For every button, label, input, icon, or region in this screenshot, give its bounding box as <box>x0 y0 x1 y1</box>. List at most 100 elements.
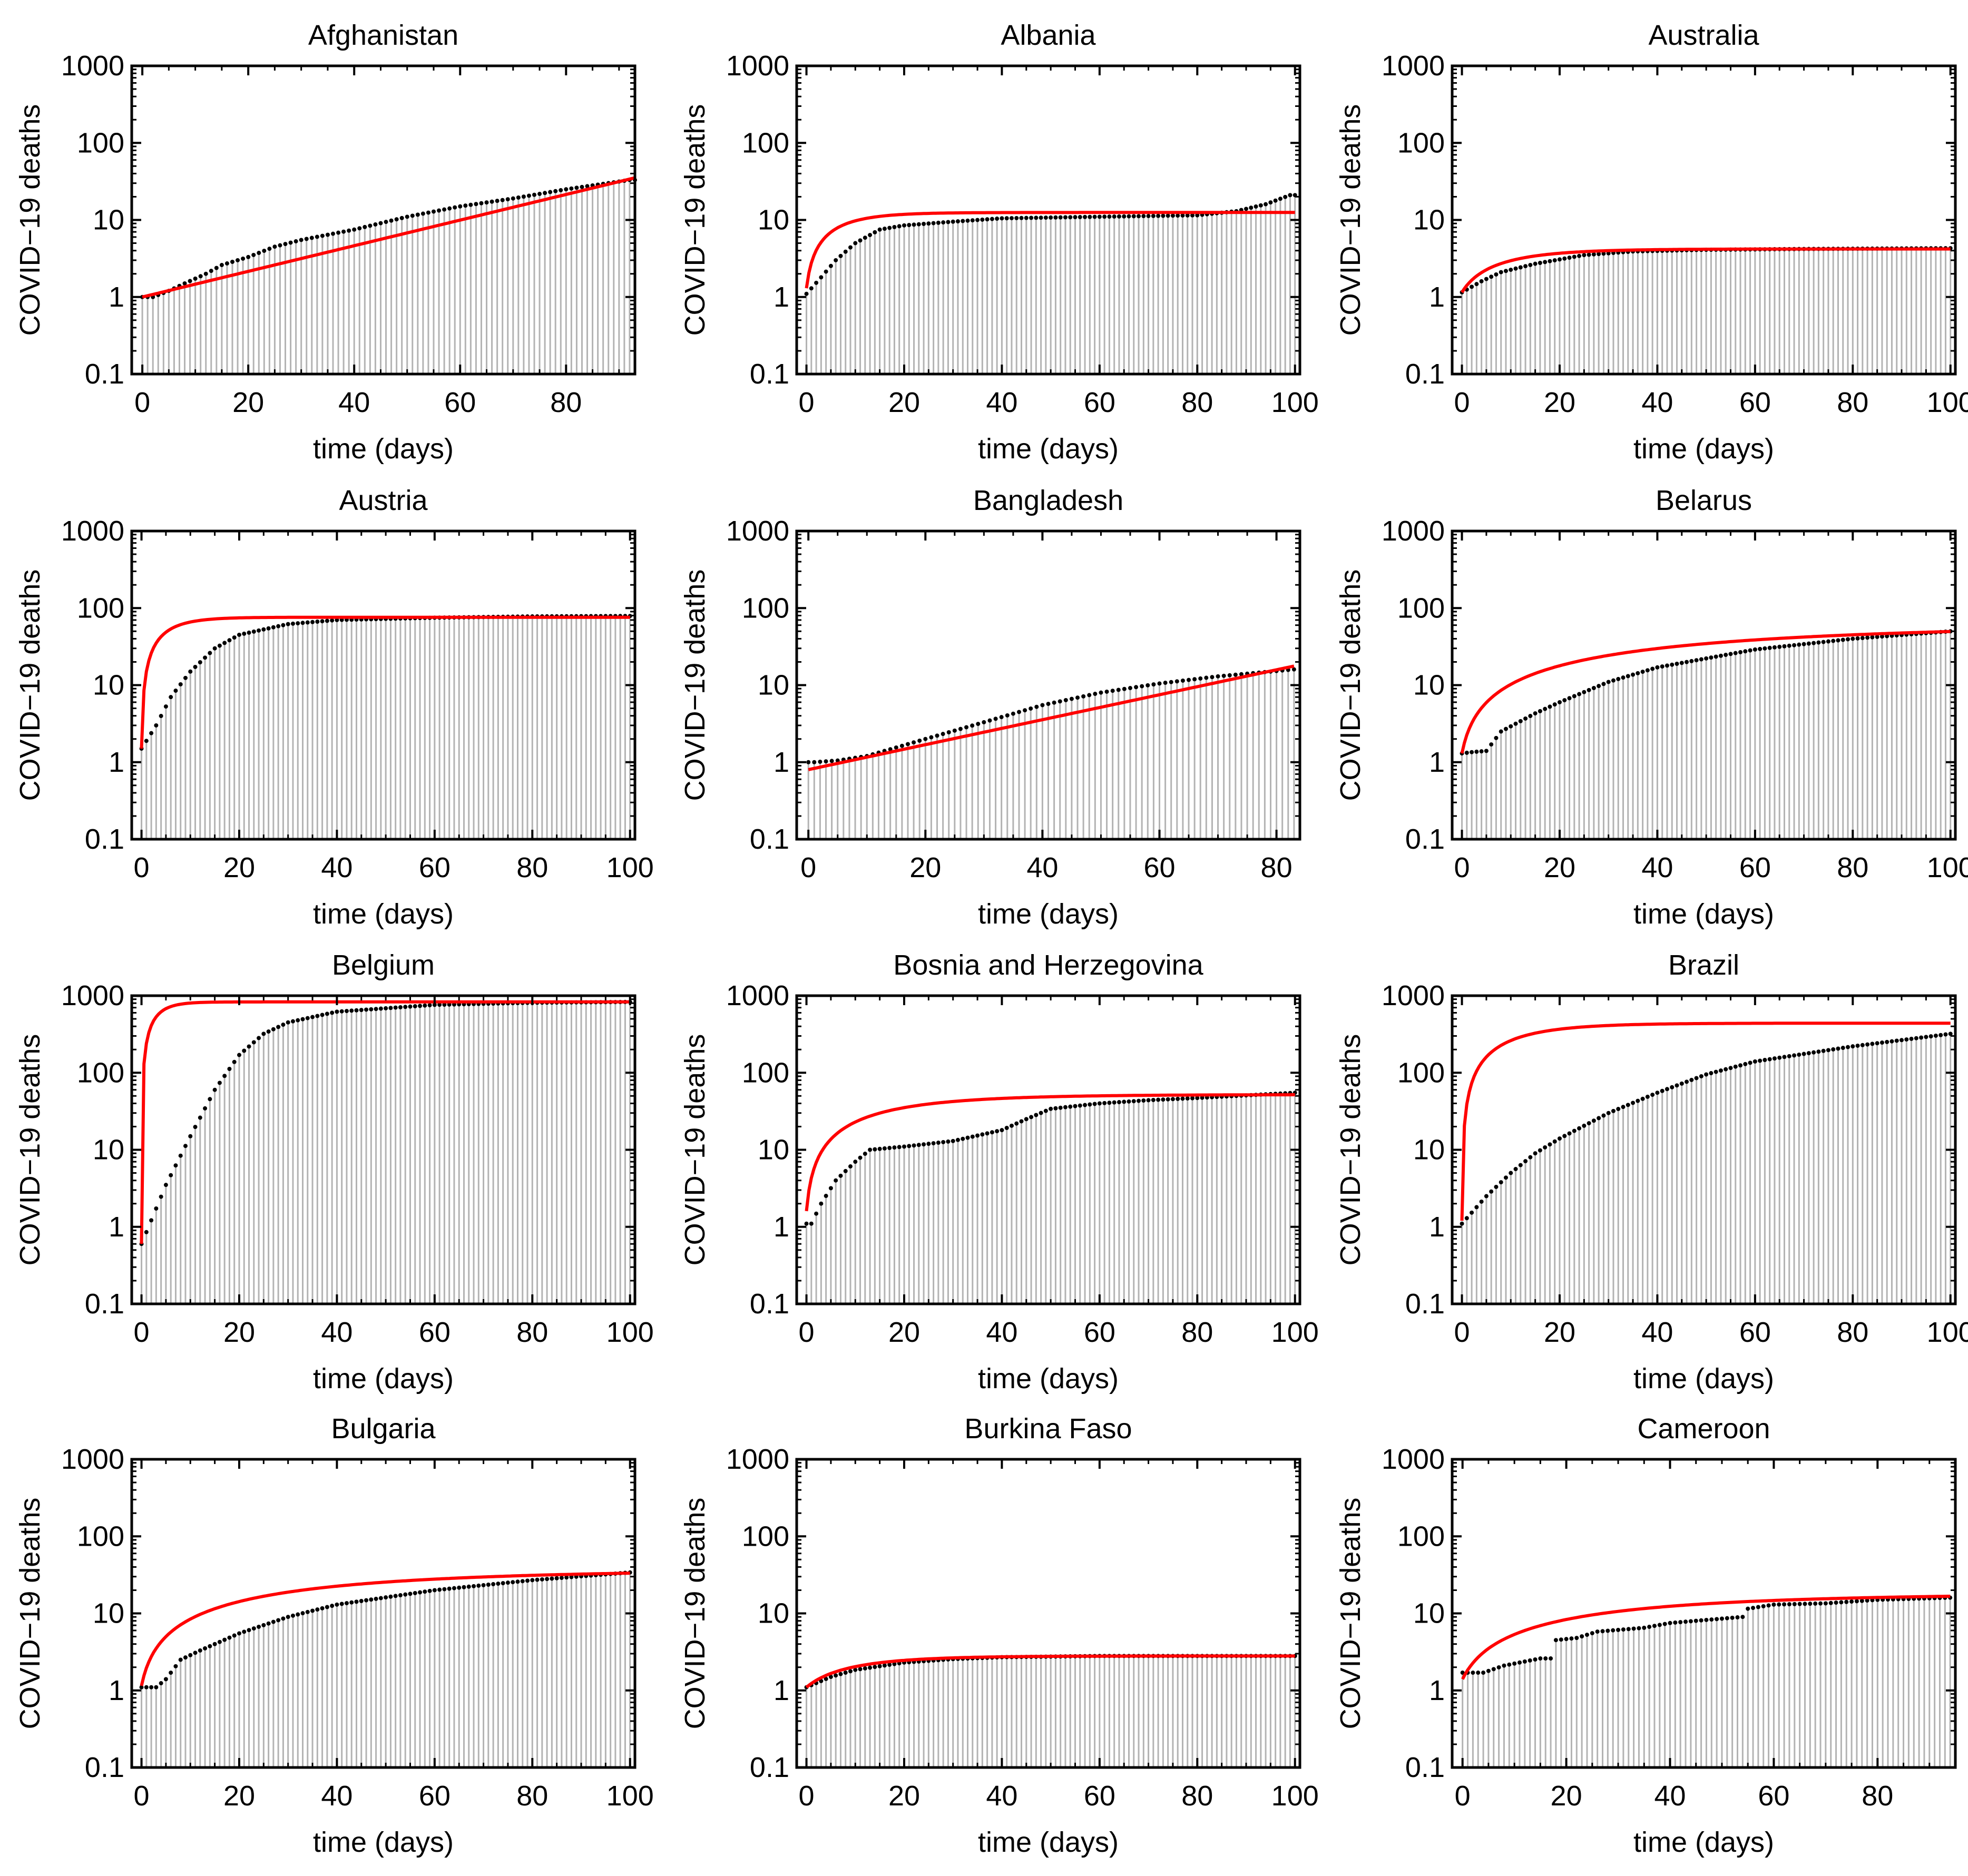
data-point <box>357 226 362 231</box>
x-axis-label: time (days) <box>313 433 454 465</box>
data-point <box>325 1605 329 1609</box>
data-point <box>535 1577 540 1582</box>
data-point <box>1665 1087 1669 1092</box>
data-point <box>1083 214 1088 219</box>
data-point <box>916 1143 921 1147</box>
data-point <box>1725 1616 1729 1620</box>
data-point <box>304 237 309 241</box>
plot-frame <box>130 64 637 376</box>
data-point <box>1660 664 1665 669</box>
data-point <box>887 225 892 230</box>
data-point <box>1763 1058 1767 1063</box>
data-point <box>1470 750 1474 754</box>
data-point <box>814 280 819 285</box>
y-axis-label: COVID−19 deaths <box>1335 1498 1366 1730</box>
data-point <box>394 217 399 222</box>
data-point <box>1806 641 1811 646</box>
data-point <box>550 1576 554 1581</box>
data-point <box>149 1218 154 1223</box>
data-point <box>1577 1126 1582 1131</box>
data-point <box>1816 640 1821 645</box>
data-point <box>843 249 848 254</box>
data-point <box>378 221 383 225</box>
data-point <box>926 221 931 226</box>
data-point <box>173 1664 178 1668</box>
data-point <box>1591 685 1596 690</box>
data-point <box>1846 637 1850 642</box>
data-point <box>474 202 478 207</box>
data-point <box>227 638 232 643</box>
data-point <box>1787 643 1791 648</box>
data-point <box>335 1602 339 1607</box>
data-point <box>1146 214 1151 219</box>
data-point <box>1718 653 1723 658</box>
bar-series <box>141 616 631 839</box>
data-point <box>1631 1626 1636 1631</box>
chart-panel-brazil: 0.1 1 10 100 1000 0 20 40 60 80 100 Brazil time (day… <box>1335 949 1968 1394</box>
x-tick-label: 40 <box>1654 1780 1686 1812</box>
data-point <box>1097 1101 1102 1106</box>
data-point <box>814 1211 819 1216</box>
y-tick-label: 1 <box>774 1675 789 1706</box>
data-point <box>1943 1032 1948 1037</box>
data-point <box>1494 272 1499 277</box>
x-tick-label: 60 <box>1084 1317 1115 1348</box>
data-point <box>437 208 442 213</box>
bar-series <box>141 1572 631 1767</box>
data-point <box>1683 1619 1688 1624</box>
data-point <box>335 617 339 622</box>
x-tick-label: 100 <box>606 852 654 883</box>
data-point <box>882 1663 887 1668</box>
data-point <box>1834 1600 1838 1605</box>
data-point <box>1489 742 1494 747</box>
data-point <box>1523 264 1528 269</box>
data-point <box>1577 692 1582 696</box>
y-tick-label: 1000 <box>726 980 789 1011</box>
y-tick-label: 1000 <box>726 1443 789 1475</box>
data-point <box>1200 1095 1205 1100</box>
data-point <box>1752 1059 1757 1064</box>
data-point <box>1803 1602 1807 1606</box>
data-point <box>858 1155 863 1160</box>
data-point <box>559 1576 564 1580</box>
data-point <box>251 252 256 257</box>
data-point <box>569 1575 574 1579</box>
data-point <box>1268 200 1273 205</box>
data-point <box>515 1579 520 1584</box>
data-point <box>824 1194 828 1199</box>
data-point <box>1730 1615 1735 1620</box>
data-point <box>946 1139 951 1144</box>
data-point <box>929 735 934 740</box>
data-point <box>1216 674 1220 679</box>
data-point <box>1068 1104 1073 1109</box>
chart-title: Bulgaria <box>331 1413 436 1445</box>
data-point <box>1743 1062 1748 1066</box>
data-point <box>1587 252 1591 257</box>
data-point <box>1538 709 1542 713</box>
data-point <box>1831 639 1836 643</box>
x-axis-label: time (days) <box>978 1363 1119 1394</box>
data-point <box>290 1019 295 1024</box>
fit-curve <box>140 1571 630 1686</box>
data-point <box>246 254 251 259</box>
data-point <box>931 1141 936 1146</box>
data-point <box>1823 1601 1828 1606</box>
data-point <box>1875 634 1879 639</box>
data-point <box>1647 1625 1652 1629</box>
data-point <box>1797 1602 1802 1606</box>
data-point <box>1000 1128 1004 1133</box>
x-tick-label: 0 <box>134 387 150 418</box>
data-point <box>1122 214 1127 219</box>
y-tick-label: 10 <box>1413 204 1445 236</box>
data-point <box>315 234 319 239</box>
data-point <box>1503 726 1508 731</box>
data-point <box>1605 1628 1610 1633</box>
data-point <box>212 646 217 651</box>
data-point <box>447 1002 452 1007</box>
data-point <box>853 1160 858 1164</box>
data-point <box>1601 1113 1606 1118</box>
data-point <box>1494 735 1499 740</box>
x-tick-label: 80 <box>516 1780 548 1812</box>
data-point <box>1083 1103 1088 1107</box>
data-point <box>501 1581 505 1586</box>
